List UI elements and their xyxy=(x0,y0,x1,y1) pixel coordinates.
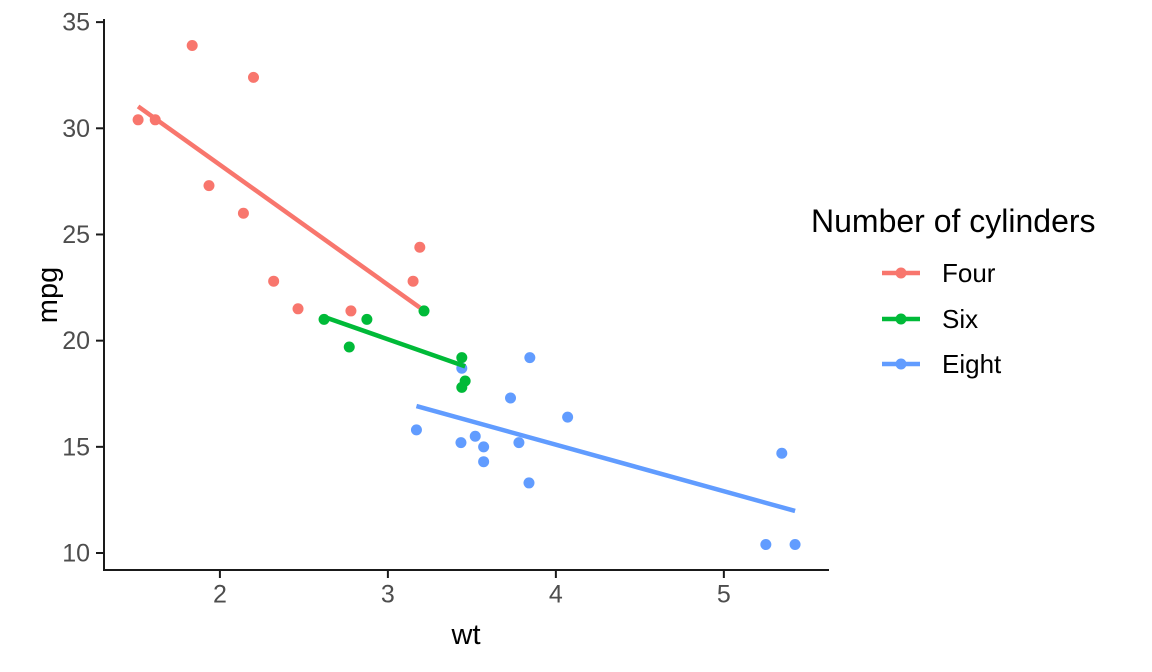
data-point-eight xyxy=(478,456,490,468)
data-point-four xyxy=(292,303,304,315)
data-point-eight xyxy=(410,424,422,436)
data-point-six xyxy=(456,352,468,364)
data-point-four xyxy=(186,39,198,51)
data-point-four xyxy=(237,207,249,219)
data-point-four xyxy=(345,305,357,317)
y-tick-label: 25 xyxy=(62,221,90,249)
axis-lines xyxy=(103,19,829,571)
data-point-four xyxy=(248,71,260,83)
trend-line-four xyxy=(136,104,422,310)
data-point-four xyxy=(407,275,419,287)
data-point-eight xyxy=(523,477,535,489)
data-point-eight xyxy=(562,411,574,423)
data-point-four xyxy=(203,180,215,192)
data-point-six xyxy=(361,313,373,325)
x-tick-label: 3 xyxy=(381,581,395,609)
x-tick-label: 4 xyxy=(549,581,563,609)
x-tick-label: 5 xyxy=(717,581,731,609)
data-point-six xyxy=(418,305,430,317)
x-axis-title: wt xyxy=(451,619,481,651)
data-point-eight xyxy=(469,430,481,442)
y-tick-label: 10 xyxy=(62,540,90,568)
data-point-eight xyxy=(776,447,788,459)
trend-line-eight xyxy=(415,403,796,514)
data-point-six xyxy=(456,381,468,393)
data-point-eight xyxy=(513,437,525,449)
data-point-four xyxy=(414,241,426,253)
y-tick-label: 20 xyxy=(62,327,90,355)
y-tick-label: 30 xyxy=(62,115,90,143)
data-point-four xyxy=(268,275,280,287)
data-point-eight xyxy=(478,441,490,453)
data-point-eight xyxy=(789,539,801,551)
data-point-eight xyxy=(524,352,536,364)
y-tick-label: 35 xyxy=(62,9,90,37)
y-tick-label: 15 xyxy=(62,433,90,461)
data-point-eight xyxy=(455,437,467,449)
trend-line-six xyxy=(323,314,466,369)
x-tick-label: 2 xyxy=(213,581,227,609)
y-axis-title: mpg xyxy=(32,266,64,324)
data-point-eight xyxy=(505,392,517,404)
data-point-four xyxy=(132,114,144,126)
data-point-six xyxy=(343,341,355,353)
data-point-eight xyxy=(760,539,772,551)
